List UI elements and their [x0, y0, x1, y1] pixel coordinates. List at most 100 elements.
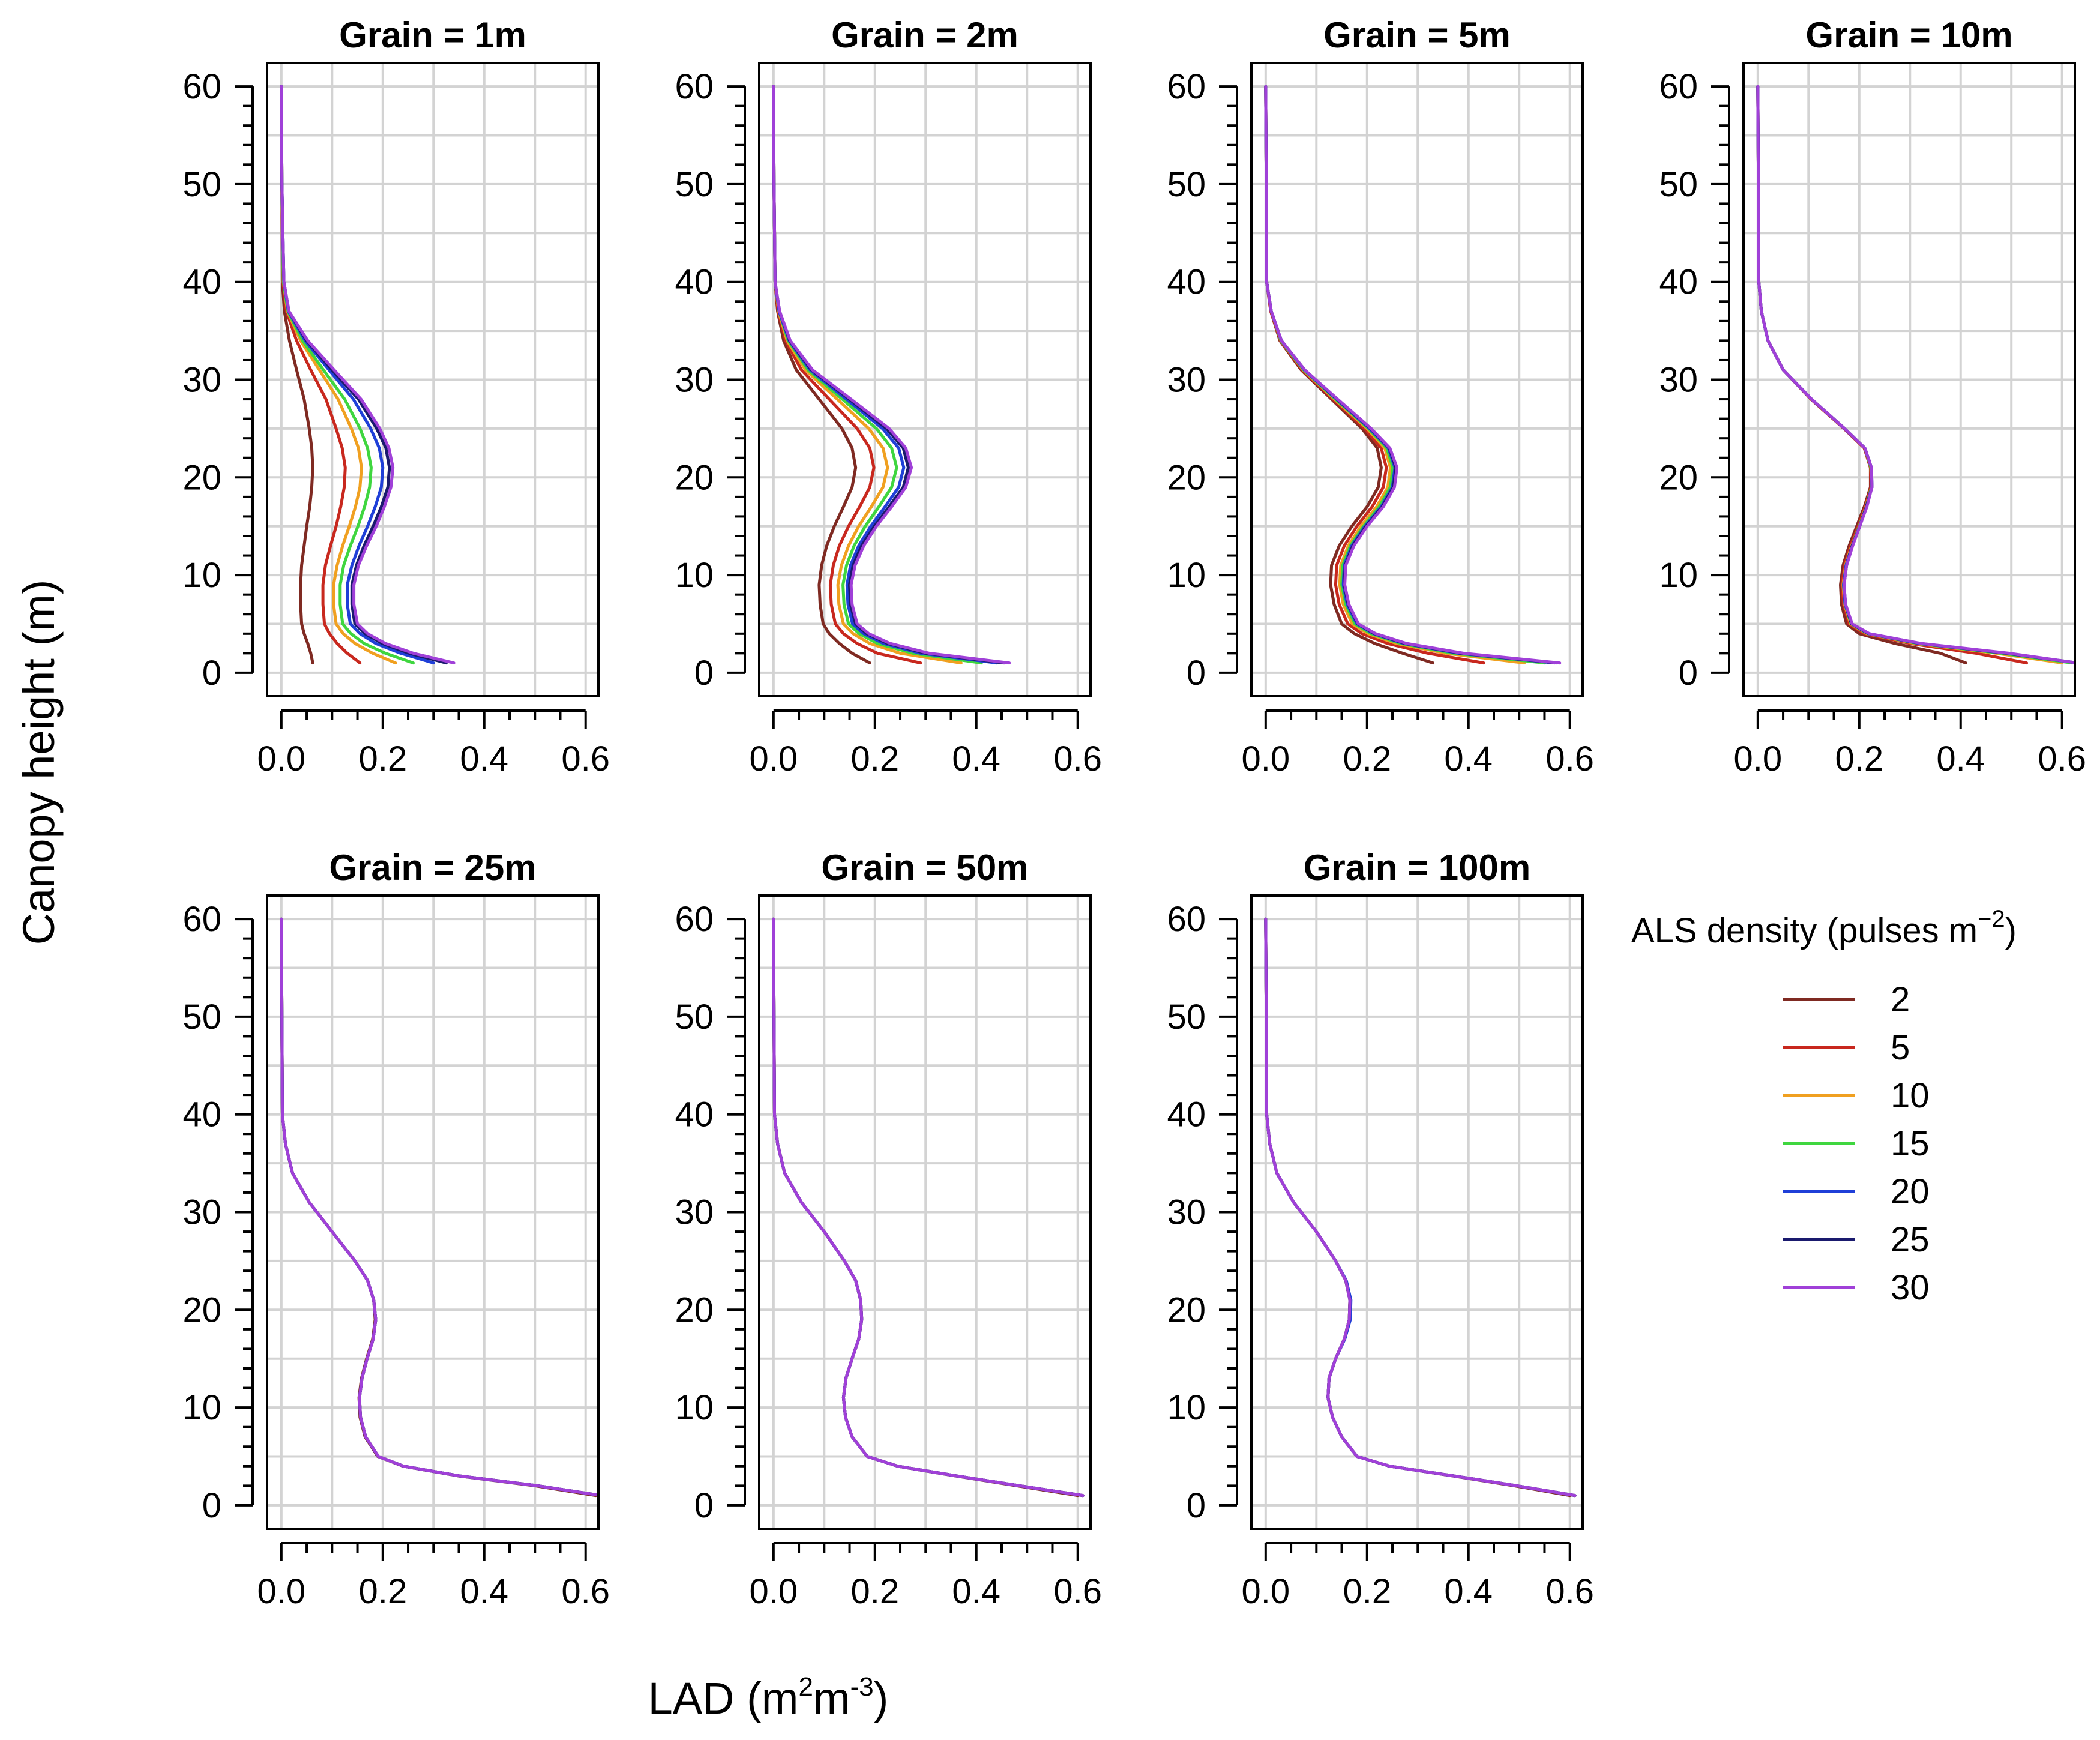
- y-tick-label: 60: [1659, 67, 1698, 106]
- x-tick-label: 0.4: [1936, 739, 1985, 778]
- x-tick-label: 0.2: [1835, 739, 1883, 778]
- x-tick-label: 0.4: [1444, 1572, 1493, 1611]
- y-tick-label: 30: [675, 361, 714, 400]
- y-axis: 0 10 20 30 40 50 60: [182, 900, 254, 1525]
- legend-title: ALS density (pulses m−2): [1631, 906, 2017, 950]
- series-group: [772, 917, 1085, 1498]
- y-axis: 0 10 20 30 40 50 60: [1167, 67, 1238, 693]
- panel-6: 0 10 20 30 40 50 60 0.0 0.2 0.4 0.6 Grain = 50m: [675, 847, 1102, 1611]
- series-group: [1756, 85, 2075, 665]
- y-tick-label: 60: [675, 67, 714, 106]
- series-group: [772, 85, 1011, 665]
- y-tick-label: 60: [675, 900, 714, 939]
- series-group: [280, 85, 456, 665]
- grid: [759, 896, 1091, 1529]
- x-tick-label: 0.2: [358, 1572, 407, 1611]
- x-tick-label: 0.6: [2038, 739, 2086, 778]
- x-tick-label: 0.2: [850, 1572, 899, 1611]
- y-tick-label: 30: [675, 1193, 714, 1232]
- x-tick-label: 0.4: [460, 1572, 508, 1611]
- panel-5: 0 10 20 30 40 50 60 0.0 0.2 0.4 0.6 Grain = 25m: [182, 847, 610, 1611]
- legend-title-end: ): [2005, 911, 2017, 950]
- x-axis: 0.0 0.2 0.4 0.6: [1734, 709, 2086, 778]
- y-tick-label: 0: [1187, 1486, 1206, 1525]
- x-tick-label: 0.4: [952, 739, 1000, 778]
- series-group: [1264, 85, 1562, 665]
- y-tick-label: 0: [1187, 654, 1206, 693]
- panel-7: 0 10 20 30 40 50 60 0.0 0.2 0.4 0.6 Grain = 100m: [1167, 847, 1594, 1611]
- y-tick-label: 0: [202, 1486, 221, 1525]
- plot-frame: [1250, 62, 1584, 697]
- panel-title: Grain = 5m: [1323, 15, 1511, 55]
- y-tick-label: 10: [1167, 556, 1206, 595]
- x-tick-label: 0.2: [1343, 739, 1391, 778]
- y-tick-label: 60: [182, 900, 221, 939]
- y-tick-label: 60: [1167, 67, 1206, 106]
- y-tick-label: 20: [1167, 1290, 1206, 1329]
- legend-label: 15: [1891, 1124, 1930, 1163]
- series-line-30: [772, 85, 1011, 665]
- panel-title: Grain = 2m: [831, 15, 1018, 55]
- y-tick-label: 20: [1659, 458, 1698, 497]
- x-axis: 0.0 0.2 0.4 0.6: [257, 1542, 610, 1611]
- series-group: [280, 917, 598, 1498]
- y-tick-label: 0: [1679, 654, 1698, 693]
- y-tick-label: 0: [694, 654, 714, 693]
- panel-title: Grain = 25m: [329, 847, 536, 888]
- y-tick-label: 20: [675, 1290, 714, 1329]
- legend-label: 30: [1891, 1268, 1930, 1307]
- series-line-30: [280, 85, 456, 665]
- y-tick-label: 40: [1167, 1095, 1206, 1134]
- x-tick-label: 0.4: [952, 1572, 1000, 1611]
- panel-title: Grain = 100m: [1304, 847, 1531, 888]
- y-tick-label: 60: [182, 67, 221, 106]
- x-tick-label: 0.0: [1734, 739, 1783, 778]
- y-tick-label: 60: [1167, 900, 1206, 939]
- y-tick-label: 30: [182, 361, 221, 400]
- y-tick-label: 10: [1167, 1388, 1206, 1427]
- x-axis: 0.0 0.2 0.4 0.6: [1242, 1542, 1594, 1611]
- y-tick-label: 50: [1167, 998, 1206, 1037]
- panel-3: 0 10 20 30 40 50 60 0.0 0.2 0.4 0.6 Grain = 5m: [1167, 15, 1594, 778]
- x-tick-label: 0.0: [750, 739, 798, 778]
- x-tick-label: 0.6: [1053, 739, 1102, 778]
- y-tick-label: 20: [182, 458, 221, 497]
- plot-frame: [266, 894, 600, 1530]
- plot-frame: [758, 62, 1092, 697]
- y-tick-label: 10: [1659, 556, 1698, 595]
- y-tick-label: 40: [182, 263, 221, 302]
- x-axis-title-sup1: 2: [798, 1672, 813, 1702]
- plot-frame: [1250, 894, 1584, 1530]
- y-tick-label: 40: [1167, 263, 1206, 302]
- x-tick-label: 0.0: [1242, 739, 1290, 778]
- series-group: [1264, 917, 1577, 1498]
- y-tick-label: 10: [675, 556, 714, 595]
- y-axis: 0 10 20 30 40 50 60: [675, 67, 746, 693]
- y-tick-label: 20: [182, 1290, 221, 1329]
- series-line-2: [280, 85, 314, 665]
- legend-title-sup: −2: [1978, 906, 2005, 932]
- y-tick-label: 10: [182, 1388, 221, 1427]
- y-tick-label: 50: [1167, 165, 1206, 204]
- grid: [1251, 63, 1583, 696]
- y-tick-label: 40: [1659, 263, 1698, 302]
- legend-entry: 20: [1783, 1172, 1930, 1211]
- x-axis-title-main: LAD (m: [648, 1673, 799, 1723]
- series-line-30: [1756, 85, 2075, 664]
- y-axis: 0 10 20 30 40 50 60: [1659, 67, 1730, 693]
- x-tick-label: 0.0: [257, 1572, 306, 1611]
- x-axis: 0.0 0.2 0.4 0.6: [750, 1542, 1102, 1611]
- panel-4: 0 10 20 30 40 50 60 0.0 0.2 0.4 0.6 Grain = 10m: [1659, 15, 2086, 778]
- x-tick-label: 0.6: [1053, 1572, 1102, 1611]
- legend-label: 5: [1891, 1028, 1910, 1067]
- y-tick-label: 50: [1659, 165, 1698, 204]
- x-tick-label: 0.0: [750, 1572, 798, 1611]
- legend-entry: 25: [1783, 1220, 1930, 1259]
- y-tick-label: 50: [675, 165, 714, 204]
- panel-title: Grain = 1m: [339, 15, 526, 55]
- series-line-30: [1264, 917, 1577, 1498]
- series-line-30: [1264, 85, 1562, 665]
- panel-2: 0 10 20 30 40 50 60 0.0 0.2 0.4 0.6 Grain = 2m: [675, 15, 1102, 778]
